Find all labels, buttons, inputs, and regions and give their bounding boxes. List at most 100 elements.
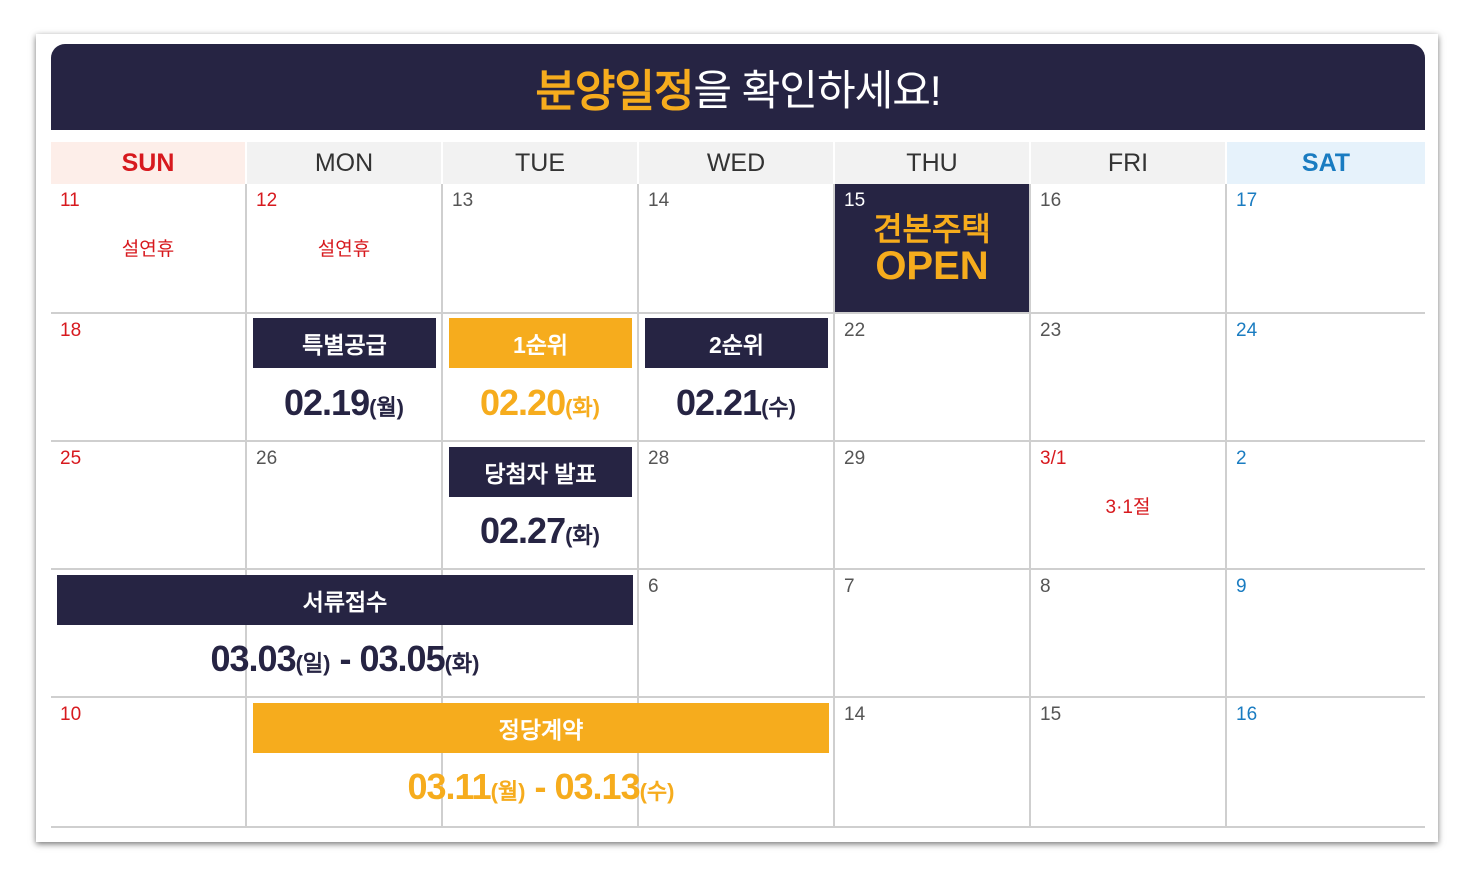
banner-text: 을 확인하세요! (693, 66, 941, 114)
event-end-date: 03.13 (554, 766, 641, 807)
event-end-date: 03.05 (359, 638, 446, 679)
day-cell: 6 (639, 570, 835, 698)
day-cell: 13 (443, 184, 639, 314)
day-number: 15 (1040, 704, 1062, 725)
day-cell: 23 (1031, 314, 1227, 442)
day-cell (443, 570, 639, 698)
day-cell: 9 (1227, 570, 1425, 698)
weekday-fri: FRI (1031, 142, 1227, 184)
day-cell: 7 (835, 570, 1031, 698)
day-cell: 12 설연휴 (247, 184, 443, 314)
day-number: 10 (60, 704, 82, 725)
day-number: 23 (1040, 320, 1062, 341)
day-cell: 22 (835, 314, 1031, 442)
day-number: 13 (452, 190, 474, 211)
document-submission-bar: 서류접수 (57, 575, 633, 625)
banner-highlight: 분양일정 (535, 67, 694, 116)
event-start-weekday: (일) (295, 651, 331, 676)
day-number: 16 (1040, 190, 1062, 211)
day-number: 6 (648, 576, 659, 597)
day-cell: 18 (51, 314, 247, 442)
day-cell: 2 (1227, 442, 1425, 570)
day-cell: 25 (51, 442, 247, 570)
contract-bar: 정당계약 (253, 703, 829, 753)
holiday-label: 3·1절 (1105, 497, 1151, 518)
holiday-label: 설연휴 (121, 239, 175, 260)
day-number: 8 (1040, 576, 1051, 597)
day-number: 25 (60, 448, 82, 469)
event-date-separator: - (525, 766, 555, 807)
event-end-weekday: (화) (444, 651, 480, 676)
day-cell (51, 570, 247, 698)
event-weekday: (월) (369, 395, 404, 420)
winner-announcement-bar: 당첨자 발표 (449, 447, 632, 497)
day-number: 24 (1236, 320, 1258, 341)
weekday-sat: SAT (1227, 142, 1425, 184)
day-cell: 15 (1031, 698, 1227, 828)
day-cell: 29 (835, 442, 1031, 570)
open-label: OPEN (875, 244, 989, 288)
event-date: 02.27 (480, 510, 566, 551)
day-number: 11 (60, 190, 80, 211)
day-number: 12 (256, 190, 278, 211)
document-submission-date: 03.03(일) - 03.05(화) (51, 638, 639, 680)
event-weekday: (수) (761, 395, 796, 420)
day-number: 29 (844, 448, 866, 469)
weekday-wed: WED (639, 142, 835, 184)
second-rank-cell: 2순위 02.21(수) (639, 314, 835, 442)
day-number: 17 (1236, 190, 1258, 211)
event-date: 02.21 (676, 382, 762, 423)
first-rank-bar: 1순위 (449, 318, 632, 368)
weekday-sun: SUN (51, 142, 247, 184)
weekday-thu: THU (835, 142, 1031, 184)
day-number: 9 (1236, 576, 1247, 597)
day-number: 14 (648, 190, 670, 211)
day-cell: 17 (1227, 184, 1425, 314)
day-cell: 28 (639, 442, 835, 570)
second-rank-date: 02.21(수) (639, 382, 833, 424)
special-supply-cell: 특별공급 02.19(월) (247, 314, 443, 442)
winner-announcement-date: 02.27(화) (443, 510, 637, 552)
model-house-open-cell: 15 견본주택 OPEN (835, 184, 1031, 314)
day-number: 26 (256, 448, 278, 469)
event-weekday: (화) (565, 523, 600, 548)
day-cell: 16 (1227, 698, 1425, 828)
schedule-banner: 분양일정 을 확인하세요! (51, 44, 1425, 130)
day-cell: 3/1 3·1절 (1031, 442, 1227, 570)
day-number: 28 (648, 448, 670, 469)
day-number: 16 (1236, 704, 1258, 725)
day-number: 3/1 (1040, 448, 1067, 469)
special-supply-bar: 특별공급 (253, 318, 436, 368)
day-cell (247, 570, 443, 698)
weekday-tue: TUE (443, 142, 639, 184)
first-rank-date: 02.20(화) (443, 382, 637, 424)
weekday-mon: MON (247, 142, 443, 184)
event-date-separator: - (330, 638, 360, 679)
day-number: 14 (844, 704, 866, 725)
day-cell: 26 (247, 442, 443, 570)
special-supply-date: 02.19(월) (247, 382, 441, 424)
calendar-grid: SUN MON TUE WED THU FRI SAT 11 설연휴 12 설연… (51, 142, 1425, 828)
day-number: 2 (1236, 448, 1247, 469)
contract-date: 03.11(월) - 03.13(수) (247, 766, 835, 808)
day-cell: 16 (1031, 184, 1227, 314)
event-start-date: 03.11 (407, 766, 491, 807)
day-cell (247, 698, 443, 828)
day-cell: 8 (1031, 570, 1227, 698)
winner-announcement-cell: 당첨자 발표 02.27(화) (443, 442, 639, 570)
model-house-label: 견본주택 (873, 211, 991, 247)
day-cell: 11 설연휴 (51, 184, 247, 314)
event-start-date: 03.03 (210, 638, 297, 679)
event-end-weekday: (수) (639, 779, 675, 804)
day-cell: 10 (51, 698, 247, 828)
event-date: 02.19 (284, 382, 370, 423)
day-number: 22 (844, 320, 866, 341)
second-rank-bar: 2순위 (645, 318, 828, 368)
day-number: 15 (844, 190, 866, 211)
day-cell: 14 (835, 698, 1031, 828)
holiday-label: 설연휴 (317, 239, 371, 260)
event-start-weekday: (월) (490, 779, 526, 804)
day-cell: 24 (1227, 314, 1425, 442)
day-cell (443, 698, 639, 828)
day-number: 18 (60, 320, 82, 341)
